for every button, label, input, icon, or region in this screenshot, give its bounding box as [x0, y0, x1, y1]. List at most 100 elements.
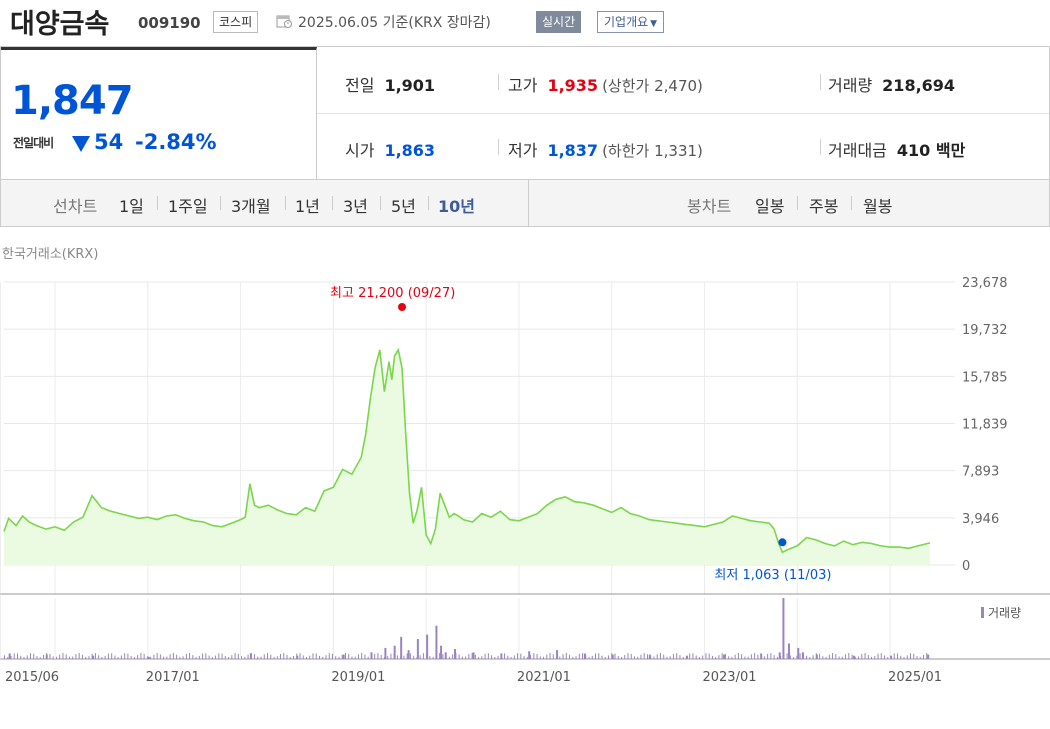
volume-bar: [676, 653, 678, 659]
tab-separator: [428, 196, 429, 210]
volume-bar: [927, 654, 930, 659]
volume-bar: [192, 655, 194, 659]
volume-bar: [260, 656, 262, 659]
volume-bar: [487, 653, 489, 659]
x-tick-label: 2023/01: [702, 670, 756, 685]
volume-bar: [453, 649, 456, 659]
tab-10y[interactable]: 10년: [438, 197, 475, 216]
stat-separator: [498, 139, 499, 155]
tab-weekly[interactable]: 주봉: [809, 197, 839, 216]
volume-bar: [465, 656, 467, 659]
volume-bar: [117, 656, 119, 659]
volume-bar: [403, 655, 405, 659]
volume-bar: [507, 655, 509, 659]
volume-bar: [146, 656, 148, 659]
volume-bar: [692, 653, 694, 659]
volume-bar: [195, 656, 197, 659]
volume-bar: [315, 653, 317, 659]
volume-bar: [893, 653, 895, 659]
volume-bar: [72, 656, 74, 659]
volume-bar: [698, 657, 700, 659]
volume-bar: [913, 653, 915, 659]
volume-bar: [530, 654, 532, 659]
prev-close-value: 1,901: [384, 76, 436, 95]
volume-bar: [45, 654, 48, 659]
stat-separator: [820, 139, 821, 155]
high-value: 1,935: [547, 76, 599, 95]
volume-bar: [702, 655, 704, 659]
volume-bar: [763, 656, 765, 659]
volume-bar: [390, 653, 392, 659]
volume-bar: [633, 656, 635, 659]
volume-bar: [864, 653, 866, 659]
tab-5y[interactable]: 5년: [391, 197, 416, 216]
volume-bar: [176, 654, 178, 659]
y-axis-labels: 23,678 19,732 15,785 11,839 7,893 3,946 0: [962, 276, 1008, 574]
volume-bar: [241, 656, 243, 659]
volume-bar: [439, 653, 441, 659]
volume-bar: [695, 655, 697, 659]
tab-1d[interactable]: 1일: [119, 197, 144, 216]
volume-bar: [797, 647, 800, 659]
volume-bar: [627, 653, 629, 659]
tab-3y[interactable]: 3년: [343, 197, 368, 216]
volume-bar: [715, 656, 717, 659]
volume-bar: [867, 654, 869, 659]
volume-bar: [801, 652, 804, 659]
tab-1y[interactable]: 1년: [295, 197, 320, 216]
volume-bar: [852, 655, 855, 659]
volume-bar: [500, 653, 503, 659]
tab-separator: [332, 196, 333, 210]
volume-bar: [13, 653, 15, 659]
volume-bar: [228, 656, 230, 659]
volume-bar: [39, 656, 41, 659]
volume-bar: [812, 655, 814, 659]
volume-bar: [513, 655, 515, 659]
volume-bar: [377, 653, 379, 659]
volume-bar: [559, 656, 561, 659]
volume-bar: [770, 653, 772, 659]
volume-bar: [202, 653, 204, 659]
volume-bar: [133, 656, 135, 659]
volume-bar: [903, 656, 905, 659]
realtime-badge[interactable]: 실시간: [536, 11, 582, 33]
current-price-box: 1,847 전일대비 54 -2.84%: [1, 47, 317, 179]
volume-bar: [458, 654, 460, 659]
volume-bar: [20, 655, 22, 659]
volume-bar: [244, 656, 246, 659]
volume-bar: [137, 655, 139, 659]
volume-bar: [841, 656, 843, 659]
volume-bar: [143, 653, 145, 659]
volume-label: 거래량: [828, 76, 873, 95]
stats-row-divider: [317, 113, 1049, 114]
volume-bar: [432, 656, 434, 659]
volume-bar: [247, 654, 249, 659]
volume-bar: [504, 653, 506, 659]
volume-bar: [536, 653, 538, 659]
volume-bar: [426, 634, 429, 659]
volume-bar: [656, 654, 658, 659]
volume-bar: [718, 655, 720, 659]
volume-bar: [637, 656, 639, 659]
max-annotation: 최고 21,200 (09/27): [330, 286, 455, 301]
company-overview-button[interactable]: 기업개요 ▼: [597, 11, 665, 33]
volume-bar: [539, 656, 541, 659]
volume-bar: [286, 655, 288, 659]
volume-bar: [887, 656, 889, 659]
volume-bar: [296, 655, 299, 659]
upper-limit: (상한가 2,470): [602, 77, 703, 95]
volume-bar: [845, 654, 847, 659]
volume-bar: [75, 654, 77, 659]
volume-bar: [461, 656, 463, 659]
tab-3m[interactable]: 3개월: [231, 197, 271, 216]
volume-bar: [835, 654, 837, 659]
volume-bar: [556, 650, 559, 659]
tab-monthly[interactable]: 월봉: [863, 197, 893, 216]
tab-daily[interactable]: 일봉: [755, 197, 785, 216]
volume-bar: [127, 653, 129, 659]
volume-bar: [448, 656, 450, 659]
volume-bar: [723, 654, 726, 659]
tab-1w[interactable]: 1주일: [168, 197, 208, 216]
volume-bar: [62, 653, 64, 659]
volume-bar: [922, 654, 924, 659]
